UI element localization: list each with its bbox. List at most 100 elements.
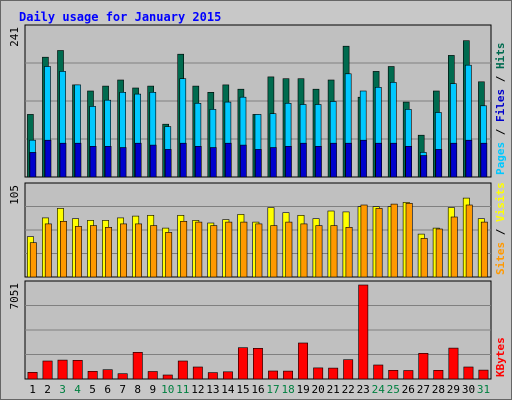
bar-sites-day-29 — [450, 216, 458, 278]
bar-pages-day-25 — [390, 142, 398, 178]
bar-sites-day-9 — [150, 225, 158, 278]
x-tick-day-13: 13 — [206, 383, 219, 396]
bar-sites-day-5 — [90, 225, 97, 278]
x-tick-day-19: 19 — [296, 383, 309, 396]
bar-kbytes-day-6 — [102, 369, 113, 380]
x-tick-day-20: 20 — [311, 383, 324, 396]
bar-sites-day-15 — [240, 221, 248, 278]
x-tick-day-27: 27 — [417, 383, 430, 396]
bar-pages-day-17 — [270, 147, 277, 178]
bar-pages-day-3 — [59, 142, 67, 178]
x-tick-day-17: 17 — [266, 383, 279, 396]
bar-kbytes-day-7 — [117, 373, 128, 380]
y-tick-max-top: 241 — [8, 27, 21, 47]
legend-middle: Sites / Visits — [494, 182, 507, 275]
bar-sites-day-10 — [165, 232, 173, 278]
bar-kbytes-day-30 — [463, 366, 474, 380]
x-tick-day-18: 18 — [281, 383, 294, 396]
bar-pages-day-9 — [149, 144, 157, 178]
bar-kbytes-day-5 — [87, 370, 98, 380]
bar-kbytes-day-2 — [42, 360, 53, 380]
bar-sites-day-14 — [225, 221, 233, 278]
bar-kbytes-day-22 — [343, 359, 354, 380]
x-tick-day-15: 15 — [236, 383, 249, 396]
x-tick-day-7: 7 — [119, 383, 126, 396]
bar-pages-day-4 — [74, 142, 82, 178]
bar-sites-day-18 — [285, 221, 293, 278]
bar-kbytes-day-3 — [57, 359, 68, 380]
bar-pages-day-10 — [164, 149, 172, 178]
bar-pages-day-20 — [315, 146, 322, 178]
bar-kbytes-day-24 — [373, 364, 384, 380]
bar-pages-day-12 — [195, 146, 202, 178]
x-tick-day-26: 26 — [402, 383, 415, 396]
bar-kbytes-day-4 — [72, 359, 83, 380]
bar-pages-day-8 — [134, 142, 142, 178]
bar-sites-day-4 — [75, 226, 82, 278]
x-tick-day-21: 21 — [327, 383, 340, 396]
x-tick-day-31: 31 — [477, 383, 490, 396]
bar-kbytes-day-1 — [27, 371, 38, 380]
x-tick-day-11: 11 — [176, 383, 189, 396]
legend-label-pages: Pages — [494, 142, 507, 175]
y-tick-max-bottom: 7051 — [8, 283, 21, 310]
x-tick-day-6: 6 — [104, 383, 111, 396]
bar-sites-day-23 — [360, 204, 368, 278]
bar-kbytes-day-16 — [253, 347, 263, 380]
bar-pages-day-6 — [104, 146, 112, 178]
bar-sites-day-21 — [330, 225, 338, 278]
bar-kbytes-day-27 — [418, 352, 429, 380]
bar-kbytes-day-28 — [433, 369, 444, 380]
bar-sites-day-24 — [375, 208, 383, 278]
bar-pages-day-27 — [420, 155, 428, 178]
bar-sites-day-27 — [420, 238, 428, 278]
bar-pages-day-1 — [29, 152, 37, 178]
bar-kbytes-day-19 — [298, 342, 308, 380]
bar-pages-day-29 — [450, 142, 458, 178]
x-tick-day-14: 14 — [221, 383, 235, 396]
x-tick-day-8: 8 — [134, 383, 141, 396]
bar-pages-day-2 — [44, 139, 52, 178]
bar-pages-day-18 — [285, 146, 292, 178]
bar-sites-day-8 — [135, 223, 142, 278]
bar-sites-day-17 — [270, 225, 278, 278]
legend-label-hits: Hits — [494, 43, 507, 70]
chart-title: Daily usage for January 2015 — [19, 10, 221, 24]
bar-kbytes-day-15 — [238, 347, 248, 380]
bar-kbytes-day-25 — [388, 369, 399, 380]
bar-kbytes-day-12 — [192, 366, 203, 380]
x-tick-day-3: 3 — [59, 383, 66, 396]
bar-sites-day-25 — [390, 203, 398, 278]
bar-pages-day-15 — [240, 144, 247, 178]
bar-pages-day-5 — [89, 146, 97, 178]
bar-kbytes-day-29 — [448, 347, 459, 380]
bar-kbytes-day-8 — [132, 351, 143, 380]
bar-pages-day-22 — [345, 142, 352, 178]
bar-sites-day-1 — [29, 242, 37, 278]
legend-separator: / — [494, 69, 507, 89]
bar-pages-day-16 — [255, 149, 262, 178]
bar-sites-day-11 — [180, 221, 188, 278]
bar-sites-day-26 — [405, 203, 413, 278]
bar-sites-day-2 — [44, 223, 52, 278]
bar-kbytes-day-26 — [403, 370, 414, 380]
bar-sites-day-19 — [300, 223, 308, 278]
bar-kbytes-day-10 — [162, 374, 173, 380]
bar-kbytes-day-9 — [147, 371, 158, 380]
bar-pages-day-7 — [119, 147, 127, 178]
bar-sites-day-6 — [105, 227, 113, 278]
x-tick-day-5: 5 — [89, 383, 96, 396]
legend-label-sites: Sites — [494, 242, 507, 275]
x-tick-day-25: 25 — [387, 383, 400, 396]
bar-pages-day-30 — [465, 139, 473, 178]
bar-pages-day-13 — [210, 147, 217, 178]
bar-sites-day-13 — [210, 225, 218, 278]
bar-kbytes-day-20 — [313, 367, 324, 380]
bar-sites-day-22 — [345, 227, 353, 278]
bar-kbytes-day-31 — [478, 369, 489, 380]
x-tick-day-24: 24 — [372, 383, 386, 396]
bar-sites-day-16 — [255, 223, 263, 278]
y-tick-max-middle: 105 — [8, 185, 21, 205]
